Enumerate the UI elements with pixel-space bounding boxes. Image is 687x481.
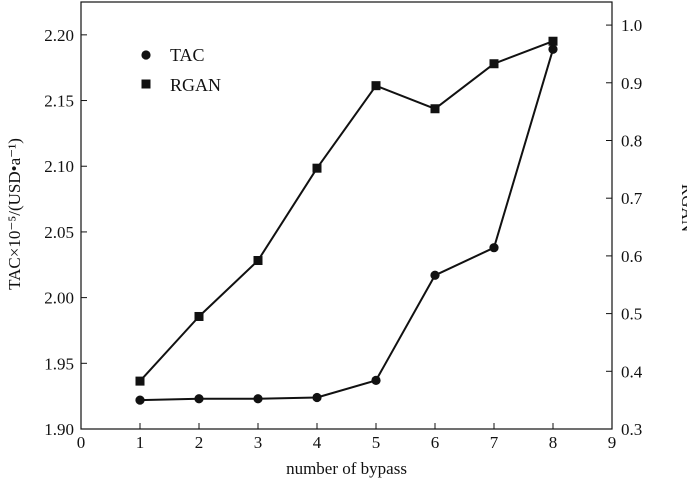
left-y-tick-label: 1.90 — [44, 420, 74, 439]
rgan-point — [135, 376, 145, 386]
left-y-tick-label: 2.10 — [44, 157, 74, 176]
tac-point — [489, 243, 499, 253]
rgan-point — [312, 163, 322, 173]
tac-point — [371, 375, 381, 385]
series-line-tac — [139, 49, 554, 402]
right-y-tick-label: 0.8 — [621, 131, 642, 150]
x-tick-label: 7 — [490, 433, 499, 452]
plot-frame — [80, 1, 613, 430]
right-y-tick-label: 0.6 — [621, 247, 642, 266]
rgan-point — [194, 311, 204, 321]
left-y-tick-label: 2.05 — [44, 223, 74, 242]
x-tick-label: 4 — [313, 433, 322, 452]
x-tick-label: 8 — [549, 433, 558, 452]
rgan-point — [371, 81, 381, 91]
right-y-axis-ticks: 0.3 0.4 0.5 0.6 0.7 0.8 0.9 1.0 — [606, 16, 643, 439]
x-tick-label: 6 — [431, 433, 440, 452]
tac-point — [253, 394, 263, 404]
right-y-axis-title: RGAN — [678, 184, 687, 232]
left-y-tick-label: 2.00 — [44, 289, 74, 308]
right-y-tick-label: 0.5 — [621, 305, 642, 324]
right-y-tick-label: 0.7 — [621, 189, 643, 208]
legend-tac-marker — [141, 50, 151, 60]
left-y-axis-ticks: 1.90 1.95 2.00 2.05 2.10 2.15 2.20 — [44, 26, 87, 439]
left-y-tick-label: 2.20 — [44, 26, 74, 45]
x-tick-label: 0 — [77, 433, 86, 452]
right-y-tick-label: 0.4 — [621, 362, 643, 381]
left-y-axis-title: TAC×10⁻⁵/(USD•a⁻¹) — [5, 138, 24, 290]
x-axis-ticks: 0 1 2 3 4 5 6 7 8 9 — [77, 423, 617, 452]
rgan-point — [489, 59, 499, 69]
x-tick-label: 2 — [195, 433, 204, 452]
right-y-tick-label: 0.9 — [621, 74, 642, 93]
legend: TAC RGAN — [141, 45, 221, 95]
left-y-tick-label: 1.95 — [44, 354, 74, 373]
left-y-tick-label: 2.15 — [44, 92, 74, 111]
tac-point — [135, 395, 145, 405]
x-tick-label: 9 — [608, 433, 617, 452]
x-tick-label: 1 — [136, 433, 145, 452]
legend-tac-label: TAC — [170, 45, 205, 65]
x-tick-label: 3 — [254, 433, 263, 452]
tac-point — [548, 44, 558, 54]
rgan-point — [253, 256, 263, 266]
tac-point — [430, 270, 440, 280]
legend-rgan-marker — [141, 79, 151, 89]
tac-point — [312, 392, 322, 403]
right-y-tick-label: 0.3 — [621, 420, 642, 439]
right-y-tick-label: 1.0 — [621, 16, 642, 35]
legend-rgan-label: RGAN — [170, 75, 221, 95]
x-tick-label: 5 — [372, 433, 381, 452]
series-line-rgan — [139, 40, 554, 382]
rgan-point — [548, 36, 558, 46]
x-axis-title: number of bypass — [286, 459, 407, 478]
tac-point — [194, 394, 204, 404]
series-layer — [135, 36, 558, 405]
rgan-point — [430, 104, 440, 114]
